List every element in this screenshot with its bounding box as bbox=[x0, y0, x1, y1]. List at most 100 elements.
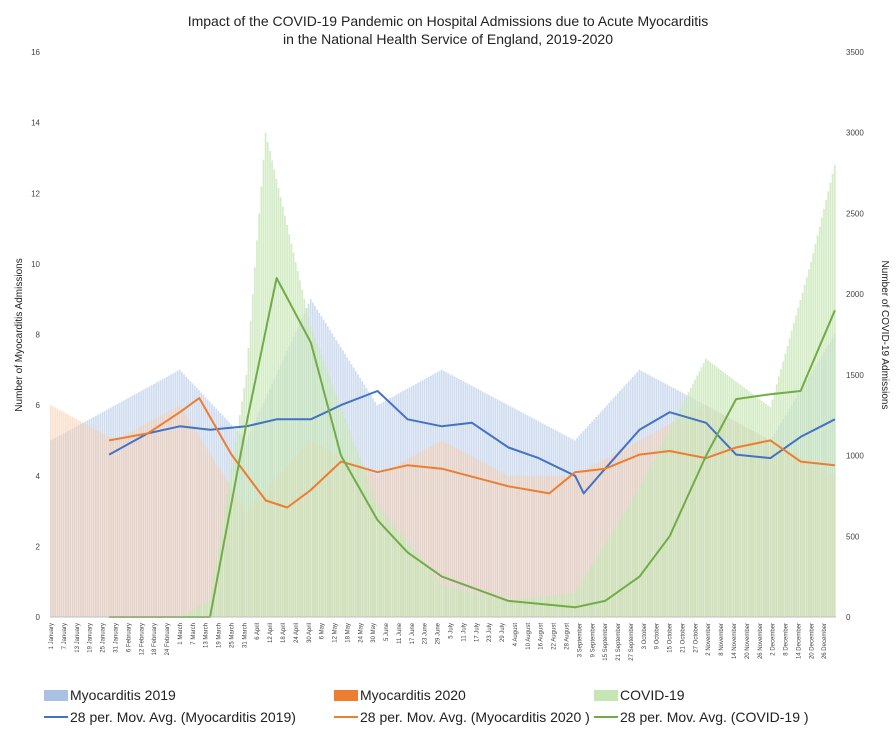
bar bbox=[449, 444, 452, 617]
bar bbox=[541, 596, 544, 617]
bar bbox=[477, 593, 480, 617]
bar bbox=[584, 469, 587, 617]
x-tick-label: 13 January bbox=[75, 623, 81, 653]
bar bbox=[475, 458, 477, 617]
bar bbox=[412, 455, 415, 617]
bar bbox=[155, 418, 157, 617]
bar bbox=[148, 421, 151, 617]
bar bbox=[350, 435, 353, 617]
legend-item: 28 per. Mov. Avg. (Myocarditis 2020 ) bbox=[334, 709, 590, 725]
legend-swatch bbox=[334, 716, 358, 718]
bar bbox=[799, 300, 802, 617]
bar bbox=[165, 412, 168, 617]
bar bbox=[550, 595, 553, 617]
legend-label: 28 per. Mov. Avg. (Myocarditis 2019) bbox=[70, 709, 296, 725]
bar bbox=[582, 471, 585, 617]
bar bbox=[735, 381, 737, 617]
bar bbox=[481, 594, 484, 617]
bar bbox=[567, 593, 570, 617]
bar bbox=[623, 512, 626, 617]
bar bbox=[423, 563, 426, 617]
bar bbox=[462, 589, 465, 617]
bar bbox=[342, 412, 344, 617]
x-tick-label: 21 September bbox=[616, 623, 622, 661]
bar bbox=[666, 433, 669, 617]
bar bbox=[492, 597, 495, 617]
bar bbox=[447, 443, 450, 617]
bar bbox=[539, 475, 542, 617]
bar bbox=[309, 326, 312, 617]
bar bbox=[473, 592, 475, 617]
bar bbox=[138, 427, 140, 617]
bar bbox=[810, 261, 812, 617]
bar bbox=[808, 269, 810, 617]
bar bbox=[782, 361, 785, 617]
bar bbox=[801, 292, 804, 617]
x-tick-label: 29 July bbox=[500, 623, 506, 642]
bar bbox=[490, 596, 492, 617]
x-tick-label: 12 February bbox=[139, 623, 145, 655]
bar bbox=[561, 475, 563, 617]
bar bbox=[288, 234, 291, 617]
bar bbox=[565, 593, 568, 617]
bar bbox=[419, 452, 422, 617]
x-tick-label: 11 July bbox=[461, 623, 467, 642]
bar bbox=[565, 475, 568, 617]
bar bbox=[820, 217, 823, 617]
bar bbox=[713, 365, 716, 617]
bar bbox=[118, 438, 121, 617]
x-tick-label: 7 March bbox=[191, 623, 197, 645]
bar bbox=[634, 494, 636, 617]
bar bbox=[331, 383, 334, 617]
bar bbox=[125, 434, 127, 617]
bar bbox=[430, 571, 432, 617]
bar bbox=[670, 425, 673, 617]
bar bbox=[256, 240, 258, 617]
bar bbox=[470, 592, 473, 617]
bar bbox=[833, 165, 836, 617]
bar bbox=[552, 475, 555, 617]
bar bbox=[516, 475, 518, 617]
bar bbox=[816, 235, 819, 617]
bar bbox=[812, 253, 815, 618]
bar bbox=[627, 505, 630, 617]
bar bbox=[230, 467, 233, 617]
bar bbox=[208, 600, 211, 617]
bar bbox=[120, 436, 123, 617]
bar bbox=[357, 452, 359, 617]
bar bbox=[689, 387, 692, 617]
bar bbox=[440, 584, 443, 617]
bar bbox=[245, 374, 248, 617]
bar bbox=[548, 475, 550, 617]
axes: 0 2 4 6 8 10 12 14 16 0 500 1000 1500 2000 2500 3000 350… bbox=[31, 48, 864, 661]
bar bbox=[393, 525, 396, 617]
x-tick-label: 22 August bbox=[552, 623, 558, 650]
bar bbox=[672, 421, 675, 617]
bar bbox=[769, 407, 772, 617]
bar bbox=[193, 429, 196, 617]
bar bbox=[580, 472, 583, 617]
bar bbox=[574, 475, 576, 617]
y-tick-left: 6 bbox=[36, 401, 41, 410]
bar bbox=[756, 397, 759, 617]
bar bbox=[543, 475, 546, 617]
bar bbox=[389, 520, 392, 617]
bar bbox=[367, 481, 370, 617]
bar bbox=[466, 590, 469, 617]
bar bbox=[754, 395, 757, 617]
bar bbox=[571, 593, 574, 617]
bar bbox=[202, 604, 205, 617]
bar bbox=[445, 585, 447, 617]
bar bbox=[131, 431, 134, 617]
bar bbox=[361, 463, 364, 617]
bar bbox=[419, 557, 422, 617]
bar bbox=[462, 451, 465, 617]
y-tick-right: 2000 bbox=[846, 290, 864, 299]
bar bbox=[503, 599, 505, 617]
bar bbox=[191, 610, 194, 617]
bar bbox=[498, 598, 501, 617]
bar bbox=[505, 474, 507, 617]
bar bbox=[344, 418, 346, 617]
bar bbox=[337, 400, 340, 617]
bar bbox=[204, 603, 207, 617]
